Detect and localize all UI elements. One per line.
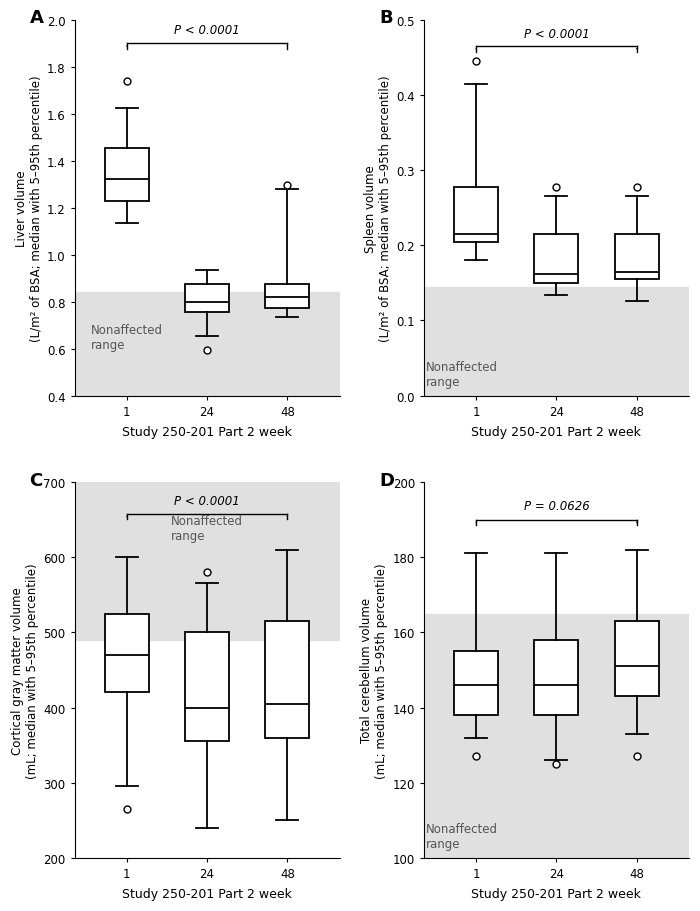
Text: Nonaffected
range: Nonaffected range <box>426 361 498 389</box>
Y-axis label: Cortical gray matter volume
(mL; median with 5–95th percentile): Cortical gray matter volume (mL; median … <box>11 562 39 778</box>
Text: P < 0.0001: P < 0.0001 <box>174 24 240 37</box>
PathPatch shape <box>615 621 659 697</box>
PathPatch shape <box>454 188 498 242</box>
Bar <box>75 483 340 640</box>
Bar <box>75 293 340 396</box>
PathPatch shape <box>454 651 498 715</box>
PathPatch shape <box>265 621 309 738</box>
Bar <box>424 287 689 396</box>
PathPatch shape <box>105 614 149 692</box>
PathPatch shape <box>105 148 149 201</box>
Text: P < 0.0001: P < 0.0001 <box>174 494 240 507</box>
Text: B: B <box>379 9 393 27</box>
Text: P = 0.0626: P = 0.0626 <box>524 499 589 513</box>
Text: C: C <box>29 471 43 489</box>
PathPatch shape <box>534 235 578 283</box>
X-axis label: Study 250-201 Part 2 week: Study 250-201 Part 2 week <box>472 425 641 438</box>
Y-axis label: Spleen volume
(L/m² of BSA; median with 5–95th percentile): Spleen volume (L/m² of BSA; median with … <box>364 76 392 342</box>
PathPatch shape <box>185 285 229 312</box>
PathPatch shape <box>534 640 578 715</box>
Text: D: D <box>379 471 394 489</box>
X-axis label: Study 250-201 Part 2 week: Study 250-201 Part 2 week <box>122 425 292 438</box>
Text: Nonaffected
range: Nonaffected range <box>171 515 243 542</box>
X-axis label: Study 250-201 Part 2 week: Study 250-201 Part 2 week <box>122 887 292 900</box>
Bar <box>424 614 689 858</box>
Y-axis label: Liver volume
(L/m² of BSA; median with 5–95th percentile): Liver volume (L/m² of BSA; median with 5… <box>15 76 43 342</box>
Text: A: A <box>29 9 43 27</box>
Text: Nonaffected
range: Nonaffected range <box>426 823 498 851</box>
PathPatch shape <box>615 235 659 280</box>
X-axis label: Study 250-201 Part 2 week: Study 250-201 Part 2 week <box>472 887 641 900</box>
PathPatch shape <box>185 632 229 742</box>
PathPatch shape <box>265 285 309 308</box>
Text: P < 0.0001: P < 0.0001 <box>524 28 589 41</box>
Y-axis label: Total cerebellum volume
(mL; median with 5–95th percentile): Total cerebellum volume (mL; median with… <box>360 562 388 778</box>
Text: Nonaffected
range: Nonaffected range <box>90 323 162 352</box>
